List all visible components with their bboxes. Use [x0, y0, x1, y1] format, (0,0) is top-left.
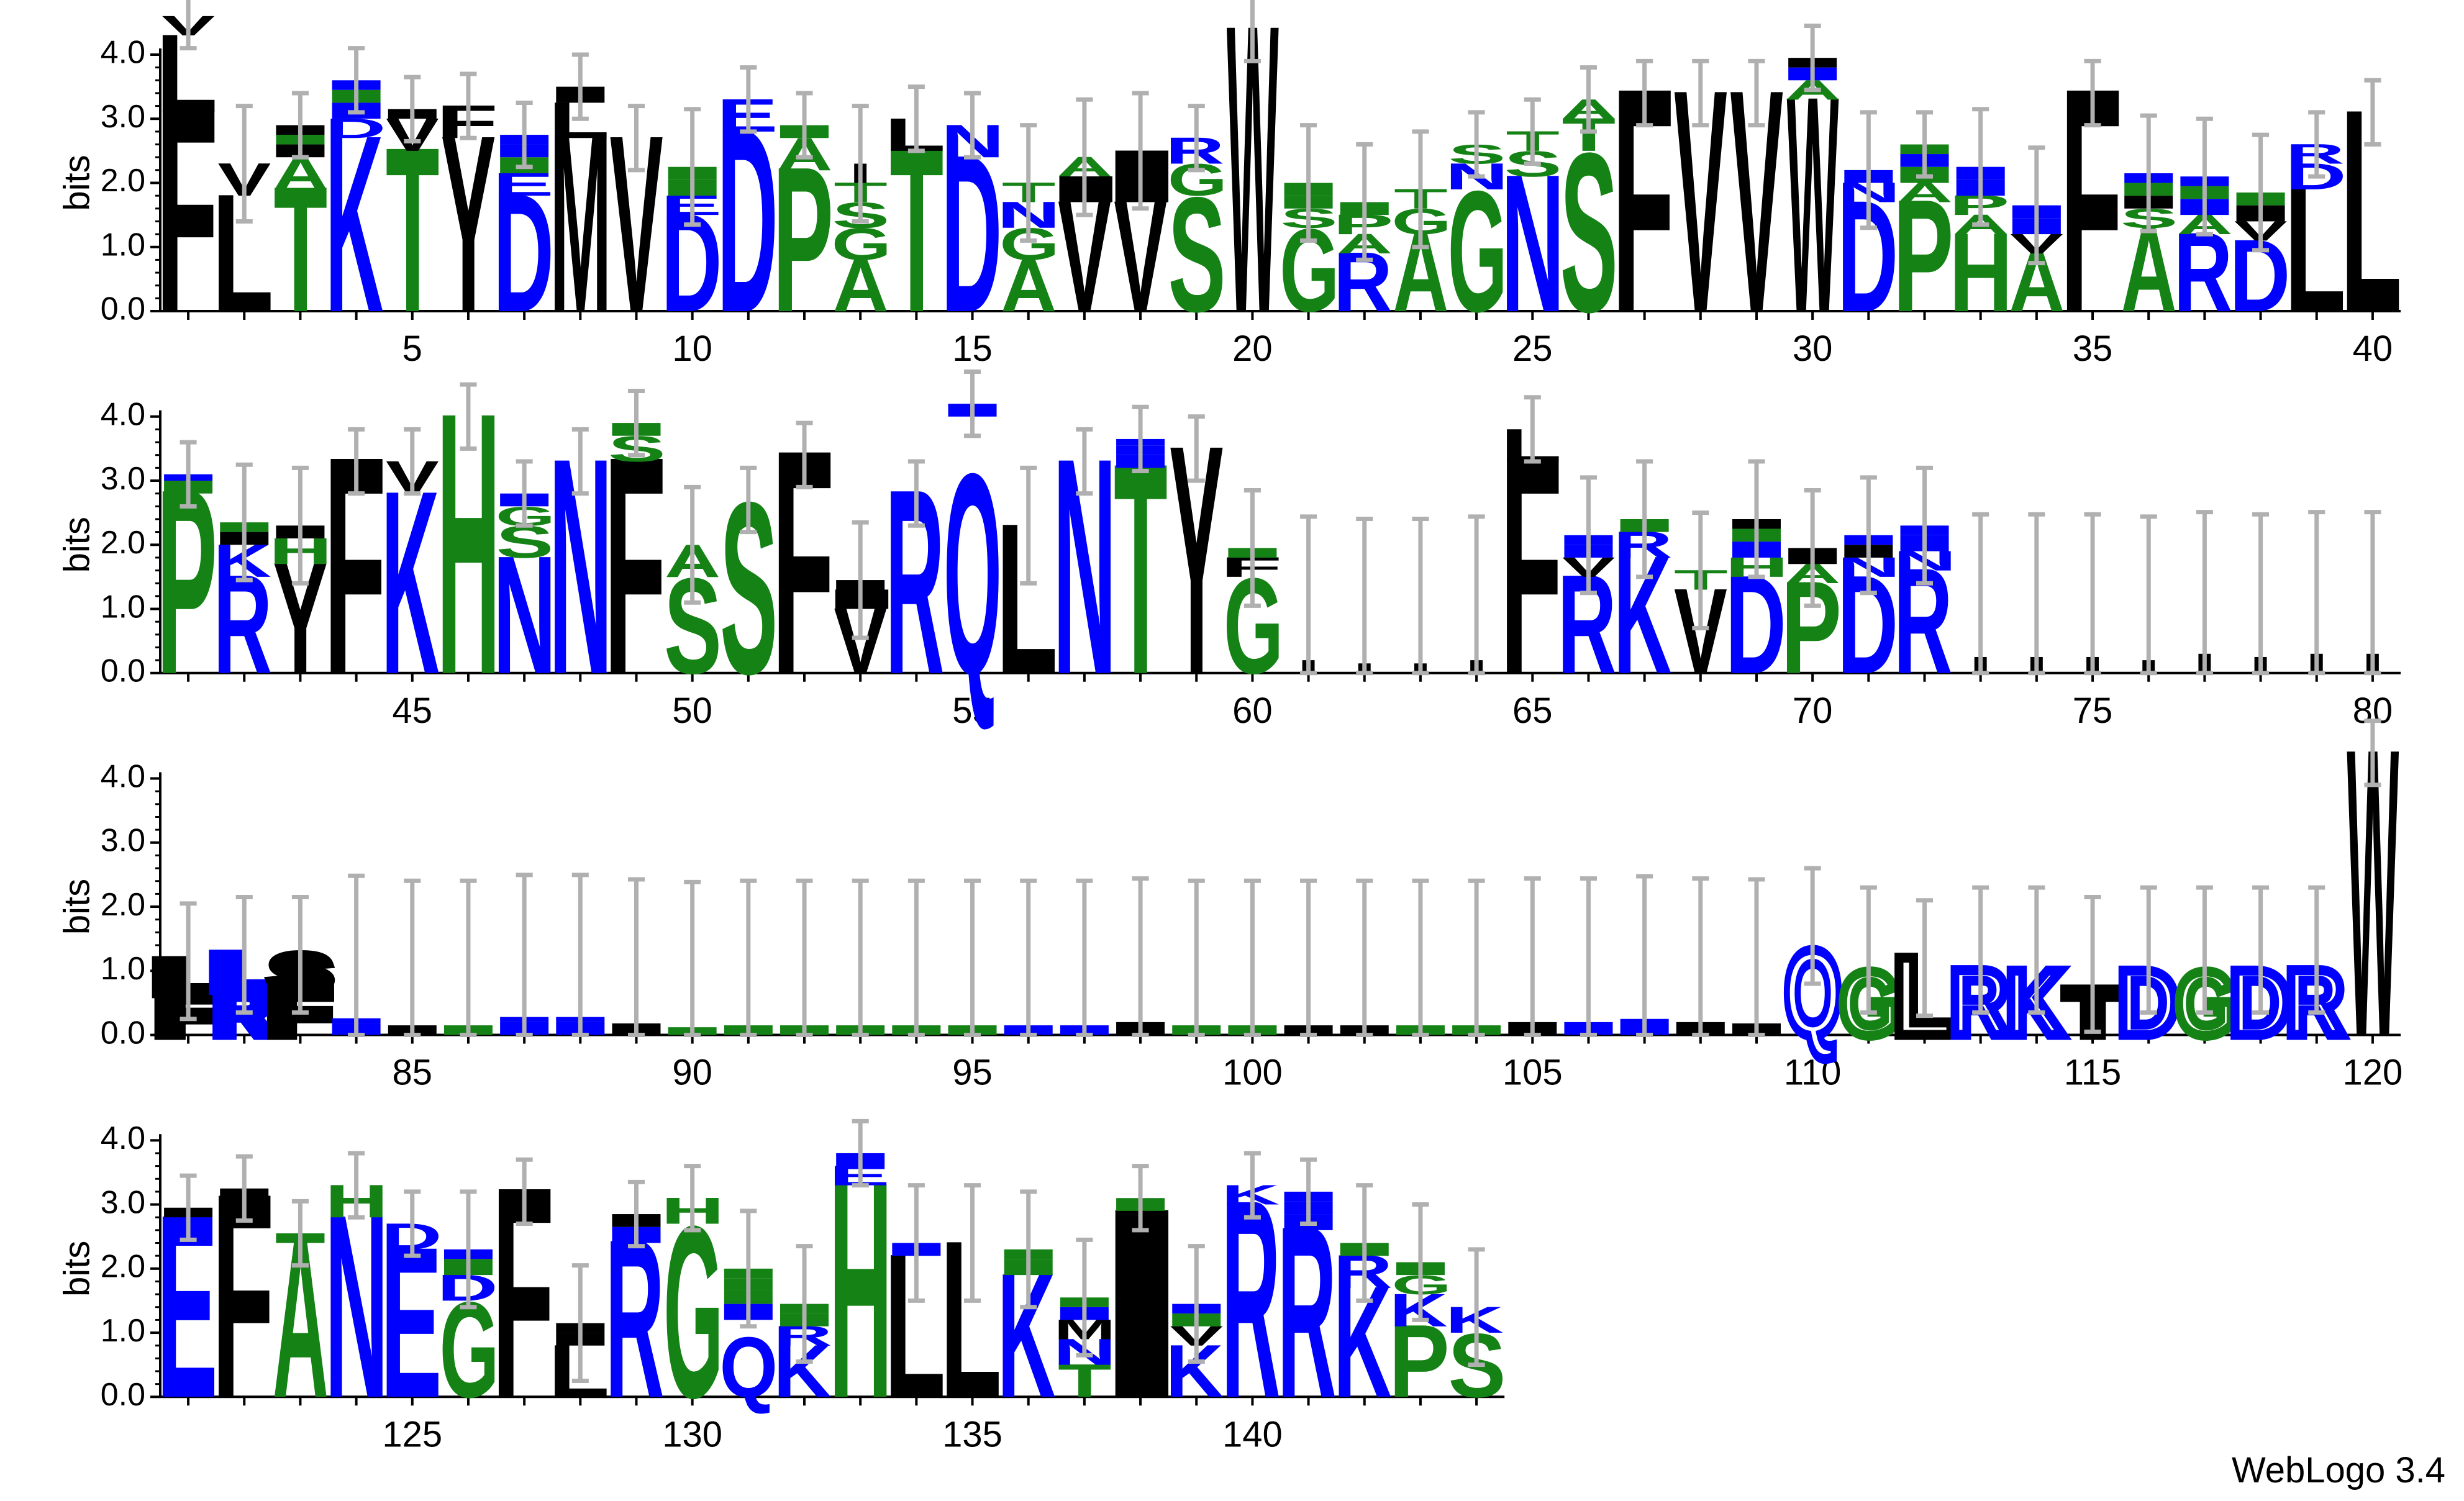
svg-text:bits: bits: [57, 879, 97, 935]
svg-text:115: 115: [2064, 1053, 2121, 1093]
svg-text:3.0: 3.0: [101, 99, 145, 135]
svg-text:105: 105: [1502, 1053, 1563, 1093]
svg-text:4.0: 4.0: [101, 1120, 145, 1156]
svg-text:3.0: 3.0: [101, 1184, 145, 1220]
svg-text:Q: Q: [943, 415, 1002, 735]
svg-text:WebLogo 3.4: WebLogo 3.4: [2232, 1450, 2445, 1490]
svg-text:90: 90: [672, 1053, 712, 1093]
svg-text:bits: bits: [57, 517, 97, 573]
svg-text:1.0: 1.0: [101, 589, 145, 625]
svg-text:3.0: 3.0: [101, 823, 145, 859]
svg-text:85: 85: [393, 1053, 433, 1093]
svg-text:1.0: 1.0: [101, 951, 145, 987]
svg-text:0.0: 0.0: [101, 1015, 145, 1051]
svg-text:Q: Q: [720, 1320, 778, 1415]
svg-text:100: 100: [1222, 1053, 1283, 1093]
svg-text:bits: bits: [57, 1241, 97, 1297]
svg-text:2.0: 2.0: [101, 525, 145, 561]
svg-text:4.0: 4.0: [101, 758, 145, 794]
svg-text:2.0: 2.0: [101, 1249, 145, 1285]
svg-text:0.0: 0.0: [101, 1377, 145, 1413]
svg-text:bits: bits: [57, 155, 97, 211]
svg-text:4.0: 4.0: [101, 35, 145, 71]
svg-text:1.0: 1.0: [101, 1313, 145, 1349]
svg-text:1.0: 1.0: [101, 227, 145, 263]
svg-text:2.0: 2.0: [101, 887, 145, 923]
svg-text:2.0: 2.0: [101, 163, 145, 199]
svg-text:0.0: 0.0: [101, 653, 145, 689]
svg-text:0.0: 0.0: [101, 291, 145, 327]
svg-text:75: 75: [2073, 691, 2113, 731]
svg-text:4.0: 4.0: [101, 397, 145, 433]
svg-text:95: 95: [952, 1053, 993, 1093]
svg-text:3.0: 3.0: [101, 461, 145, 497]
